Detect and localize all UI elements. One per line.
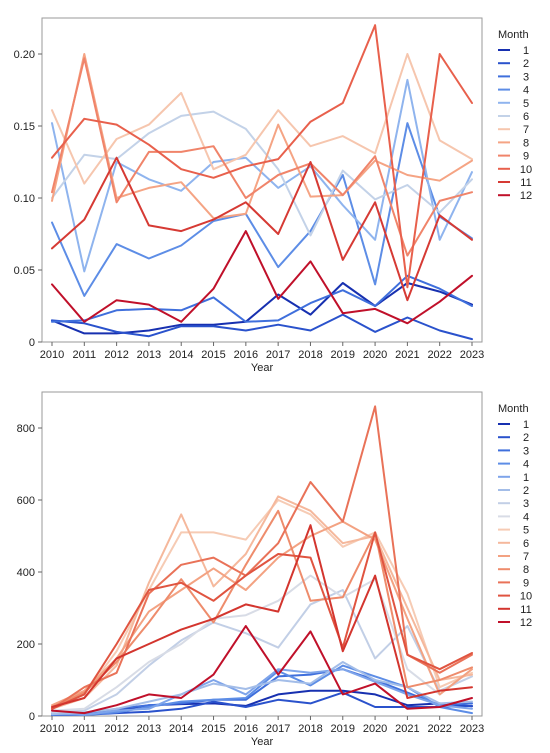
series-line-month-5	[51, 499, 473, 708]
x-tick-label: 2012	[104, 349, 128, 361]
x-tick-label: 2015	[201, 723, 225, 735]
chart-top-panel: 0 0.05 0.10 0.15 0.20 2010 2011 2012 2013 2014 201…	[4, 4, 546, 374]
series-line-month-6	[51, 110, 473, 237]
y-tick-label: 0.10	[14, 193, 35, 205]
legend-label: 4	[523, 511, 529, 523]
x-tick-label: 2010	[40, 349, 64, 361]
series-line-month-2	[51, 661, 473, 716]
x-tick-label: 2018	[298, 349, 322, 361]
x-tick-label: 2011	[72, 349, 96, 361]
x-tick-label: 2022	[427, 349, 451, 361]
legend-label: 1	[523, 45, 529, 57]
x-tick-label: 2022	[427, 723, 451, 735]
y-tick-label: 200	[17, 639, 35, 651]
legend-label: 1	[523, 472, 529, 484]
x-tick-label: 2019	[331, 349, 355, 361]
x-tick-label: 2011	[72, 723, 96, 735]
y-tick-label: 0.15	[14, 121, 35, 133]
legend-title: Month	[498, 403, 529, 415]
legend-label: 3	[523, 445, 529, 457]
series-line-month-1	[51, 668, 473, 716]
x-tick-label: 2016	[234, 349, 258, 361]
x-tick-label: 2015	[201, 349, 225, 361]
legend-label: 7	[523, 551, 529, 563]
legend-label: 10	[520, 591, 532, 603]
x-tick-label: 2013	[137, 349, 161, 361]
x-tick-label: 2010	[40, 723, 64, 735]
legend-label: 6	[523, 111, 529, 123]
legend-label: 12	[520, 190, 532, 202]
series-line-month-9	[51, 405, 473, 710]
legend-label: 2	[523, 485, 529, 497]
legend-label: 9	[523, 151, 529, 163]
x-tick-label: 2023	[460, 349, 484, 361]
legend-label: 4	[523, 459, 529, 471]
legend-label: 9	[523, 577, 529, 589]
series-line-month-7	[51, 53, 473, 185]
series-line-month-10	[51, 24, 473, 289]
x-tick-label: 2014	[169, 723, 193, 735]
y-tick-label: 0	[29, 337, 35, 349]
y-tick-label: 0	[29, 711, 35, 723]
x-tick-label: 2020	[363, 723, 387, 735]
legend-label: 3	[523, 71, 529, 83]
legend-label: 12	[520, 617, 532, 629]
series-line-month-12	[51, 625, 473, 715]
x-tick-label: 2023	[460, 723, 484, 735]
legend-label: 2	[523, 58, 529, 70]
x-tick-label: 2013	[137, 723, 161, 735]
x-tick-label: 2016	[234, 723, 258, 735]
legend-label: 3	[523, 498, 529, 510]
series-line-month-2	[51, 691, 473, 716]
x-tick-label: 2017	[266, 349, 290, 361]
legend-label: 11	[520, 604, 531, 616]
x-tick-label: 2018	[298, 723, 322, 735]
x-tick-label: 2021	[395, 349, 419, 361]
y-tick-label: 600	[17, 495, 35, 507]
legend-label: 1	[523, 419, 529, 431]
legend-label: 7	[523, 124, 529, 136]
series-line-month-7	[51, 520, 473, 707]
series-line-month-1	[51, 282, 473, 335]
legend-label: 8	[523, 564, 529, 576]
y-tick-label: 800	[17, 423, 35, 435]
chart-bottom-panel: 0 200 400 600 800 2010 2011 2012 2013 2014 2015 201…	[4, 378, 546, 748]
x-tick-label: 2019	[331, 723, 355, 735]
series-line-month-6	[51, 495, 473, 710]
plot-frame	[41, 391, 483, 717]
chart-top: 0 0.05 0.10 0.15 0.20 2010 2011 2012 2013 2014 201…	[14, 17, 532, 374]
legend-label: 6	[523, 538, 529, 550]
x-axis-label: Year	[251, 362, 274, 374]
series-line-month-5	[51, 78, 473, 273]
series-line-month-4	[51, 122, 473, 297]
series-line-month-2	[51, 313, 473, 341]
series-line-month-8	[51, 53, 473, 220]
x-tick-label: 2017	[266, 723, 290, 735]
series-line-month-11	[51, 524, 473, 708]
legend-title: Month	[498, 29, 529, 41]
legend-label: 10	[520, 164, 532, 176]
x-axis-label: Year	[251, 736, 274, 748]
x-tick-label: 2021	[395, 723, 419, 735]
plot-frame	[41, 17, 483, 343]
x-tick-label: 2020	[363, 349, 387, 361]
x-tick-label: 2014	[169, 349, 193, 361]
legend-label: 8	[523, 137, 529, 149]
chart-bottom: 0 200 400 600 800 2010 2011 2012 2013 2014 2015 201…	[17, 391, 532, 748]
x-tick-label: 2012	[104, 723, 128, 735]
legend-label: 2	[523, 432, 529, 444]
y-tick-label: 400	[17, 567, 35, 579]
series-line-month-12	[51, 230, 473, 325]
legend-label: 4	[523, 85, 529, 97]
series-line-month-10	[51, 531, 473, 710]
legend-label: 5	[523, 525, 529, 537]
y-tick-label: 0.05	[14, 265, 35, 277]
legend-label: 11	[520, 177, 531, 189]
series-line-month-11	[51, 156, 473, 302]
y-tick-label: 0.20	[14, 49, 35, 61]
legend-label: 5	[523, 98, 529, 110]
